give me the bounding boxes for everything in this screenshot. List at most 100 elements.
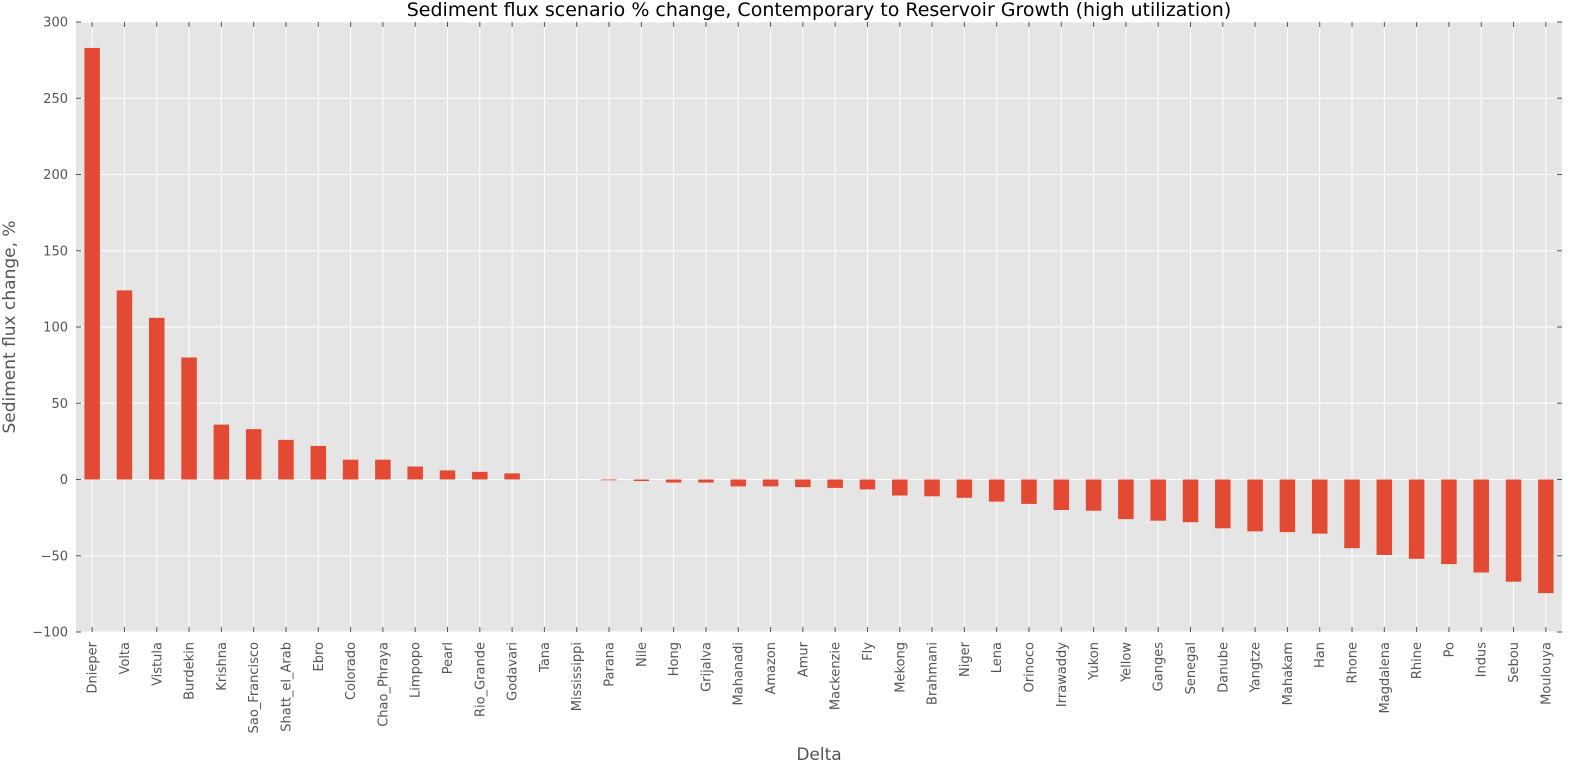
y-tick-label: 200: [43, 168, 68, 183]
x-tick-label: Indus: [1475, 642, 1490, 678]
x-tick-label: Mississippi: [570, 642, 585, 711]
x-tick-label: Grijalva: [699, 642, 714, 692]
bar-mekong: [892, 479, 908, 496]
x-tick-label: Volta: [118, 642, 133, 675]
x-tick-label: Danube: [1216, 642, 1231, 693]
y-tick-label: 250: [43, 92, 68, 107]
x-tick-label: Fly: [861, 642, 876, 661]
x-tick-label: Mahanadi: [732, 642, 747, 705]
bar-colorado: [342, 459, 359, 480]
x-tick-label: Krishna: [215, 642, 230, 691]
chart-title: Sediment flux scenario % change, Contemp…: [407, 0, 1232, 21]
bar-fly: [859, 479, 876, 490]
bar-yangtze: [1247, 479, 1263, 532]
x-tick-label: Rio_Grande: [473, 642, 488, 717]
x-tick-label: Shatt_el_Arab: [279, 642, 294, 732]
bar-shatt-el-arab: [278, 439, 294, 480]
bar-moulouya: [1538, 479, 1554, 594]
x-axis-label: Delta: [796, 745, 841, 765]
bar-ganges: [1150, 479, 1166, 521]
x-tick-label: Orinoco: [1022, 642, 1037, 693]
bar-han: [1311, 479, 1328, 534]
y-tick-label: 50: [51, 397, 68, 412]
x-tick-label: Ebro: [312, 642, 327, 672]
bar-pearl: [439, 470, 456, 480]
bar-nile: [633, 479, 650, 482]
bar-hong: [665, 479, 682, 483]
y-tick-label: −50: [41, 549, 68, 564]
bar-irrawaddy: [1053, 479, 1070, 510]
bar-sebou: [1505, 479, 1522, 582]
x-tick-label: Senegal: [1184, 642, 1199, 694]
x-tick-label: Burdekin: [183, 642, 198, 700]
bar-burdekin: [181, 357, 197, 480]
bar-krishna: [213, 424, 230, 480]
bar-godavari: [504, 473, 520, 480]
bar-magdalena: [1376, 479, 1393, 555]
bar-parana: [601, 479, 617, 481]
bar-danube: [1215, 479, 1231, 529]
bar-volta: [116, 290, 133, 480]
x-tick-label: Dnieper: [86, 641, 101, 693]
x-tick-label: Nile: [635, 642, 650, 667]
bar-lena: [988, 479, 1005, 502]
x-tick-label: Sao_Francisco: [247, 642, 262, 733]
bar-yukon: [1085, 479, 1102, 511]
x-tick-label: Mackenzie: [829, 642, 844, 710]
x-tick-label: Yangtze: [1249, 642, 1264, 694]
x-tick-label: Magdalena: [1378, 642, 1393, 713]
bar-amur: [795, 479, 811, 488]
bar-po: [1441, 479, 1457, 565]
bar-indus: [1473, 479, 1489, 573]
x-tick-label: Hong: [667, 642, 682, 676]
bar-brahmani: [924, 479, 940, 497]
bar-dnieper: [84, 47, 100, 480]
y-tick-label: 100: [43, 321, 68, 336]
y-tick-label: 0: [60, 473, 68, 488]
x-tick-label: Chao_Phraya: [376, 642, 391, 727]
x-tick-label: Amur: [796, 641, 811, 677]
bar-ebro: [310, 445, 327, 480]
x-tick-label: Amazon: [764, 642, 779, 695]
bar-rhine: [1408, 479, 1425, 559]
x-tick-label: Mahakam: [1281, 642, 1296, 705]
bar-yellow: [1118, 479, 1134, 520]
x-tick-label: Niger: [958, 641, 973, 677]
bar-vistula: [149, 317, 165, 480]
x-tick-label: Colorado: [344, 642, 359, 700]
x-tick-label: Han: [1313, 642, 1328, 668]
x-tick-label: Parana: [603, 642, 618, 687]
x-tick-label: Irrawaddy: [1055, 642, 1070, 707]
bar-chao-phraya: [375, 459, 391, 480]
x-tick-label: Godavari: [506, 642, 521, 701]
bar-limpopo: [407, 466, 423, 480]
bar-rhone: [1344, 479, 1360, 549]
x-tick-label: Brahmani: [926, 642, 941, 705]
bar-amazon: [762, 479, 779, 487]
ticks: 300 250 200 150 100 50 0 −50 −100 Dnieper Volta Vis…: [32, 16, 1562, 733]
bar-grijalva: [698, 479, 714, 483]
bar-mahanadi: [730, 479, 746, 487]
bar-rio-grande: [472, 471, 488, 480]
bar-orinoco: [1021, 479, 1037, 504]
x-tick-label: Sebou: [1507, 642, 1522, 683]
x-tick-label: Tana: [538, 642, 553, 673]
bar-senegal: [1182, 479, 1199, 523]
y-tick-label: 150: [43, 244, 68, 259]
x-tick-label: Rhone: [1346, 642, 1361, 683]
bar-mahakam: [1279, 479, 1296, 533]
y-tick-label: 300: [43, 16, 68, 31]
bar-niger: [956, 479, 973, 498]
x-tick-label: Po: [1442, 642, 1457, 657]
x-tick-label: Yellow: [1119, 642, 1134, 683]
y-tick-label: −100: [32, 626, 68, 641]
x-tick-label: Yukon: [1087, 642, 1102, 681]
x-tick-label: Moulouya: [1539, 642, 1554, 705]
bar-sao-francisco: [245, 429, 262, 480]
x-tick-label: Vistula: [150, 642, 165, 686]
x-tick-label: Lena: [990, 642, 1005, 673]
bar-mackenzie: [827, 479, 843, 488]
x-tick-label: Pearl: [441, 642, 456, 674]
bars: [84, 47, 1554, 594]
